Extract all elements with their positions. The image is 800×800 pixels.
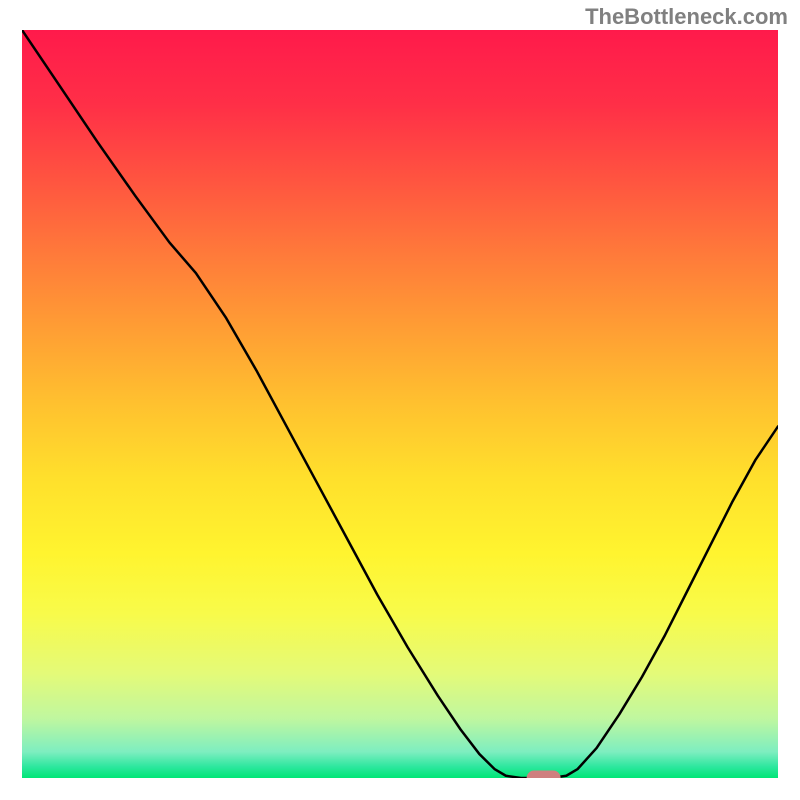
watermark-text: TheBottleneck.com	[585, 4, 788, 30]
chart-container: TheBottleneck.com	[0, 0, 800, 800]
optimal-marker	[527, 771, 561, 786]
bottleneck-chart	[0, 0, 800, 800]
gradient-background	[22, 30, 778, 778]
